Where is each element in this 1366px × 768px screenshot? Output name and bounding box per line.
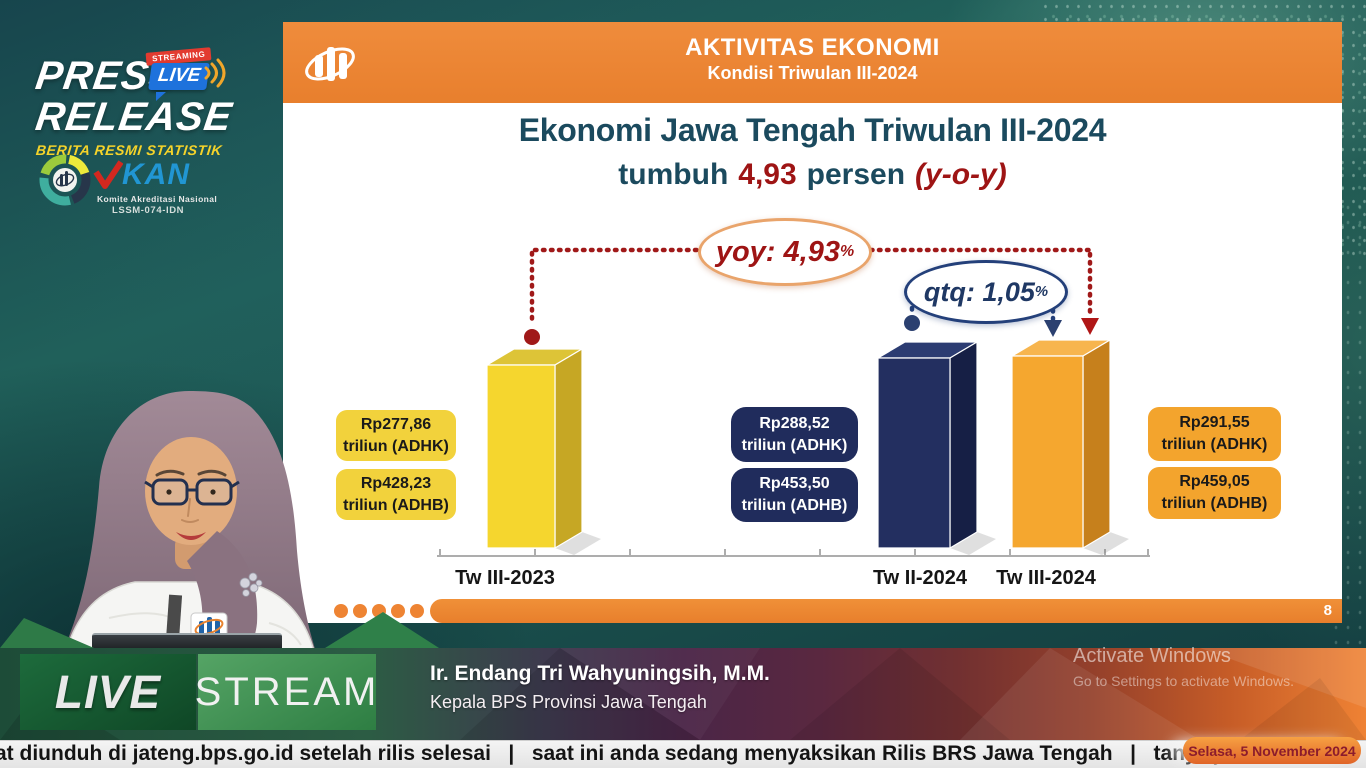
brooch [239, 572, 263, 597]
adhk-value: Rp277,86 [360, 415, 432, 433]
kan-code: LSSM-074-IDN [112, 205, 185, 216]
slide-header-text: AKTIVITAS EKONOMI Kondisi Triwulan III-2… [283, 34, 1342, 84]
release-word: RELEASE [32, 95, 236, 139]
speaker-name: Ir. Endang Tri Wahyuningsih, M.M. [430, 662, 770, 685]
adhb-unit: triliun (ADHB) [1161, 495, 1268, 512]
qtq-start-dot [904, 315, 920, 331]
banner-triangle-accent [0, 618, 94, 648]
windows-activation-watermark-line1: Activate Windows [1073, 645, 1231, 667]
qtq-value: 1,05 [982, 276, 1035, 307]
sound-wave-icon [204, 58, 226, 88]
qtq-label: qtq: [923, 276, 975, 307]
live-tag-tail [156, 92, 166, 101]
live-badge: LIVE [20, 654, 196, 730]
slide-header-title: AKTIVITAS EKONOMI [685, 34, 940, 61]
yoy-label: yoy: [715, 235, 776, 268]
yoy-callout: yoy: 4,93 % [698, 218, 872, 286]
live-badge-text: LIVE [54, 666, 162, 718]
presenter-speaker [61, 391, 317, 655]
yoy-percent-sign: % [839, 243, 855, 260]
value-box-adhb-tw-iii-2023: Rp428,23 triliun (ADHB) [336, 469, 456, 520]
yoy-connector-line [529, 247, 1093, 328]
headline-yoy: (y-o-y) [915, 158, 1007, 191]
value-box-adhk-tw-ii-2024: Rp288,52 triliun (ADHK) [731, 407, 858, 462]
x-axis-label-tw-ii-2024: Tw II-2024 [872, 567, 968, 589]
qtq-percent-sign: % [1034, 284, 1049, 300]
adhb-unit: triliun (ADHB) [741, 497, 848, 514]
yoy-arrowhead [1081, 318, 1099, 335]
bps-logo-icon [305, 47, 355, 81]
adhb-unit: triliun (ADHB) [343, 496, 449, 514]
headline-persen: persen [806, 158, 906, 191]
bar-chart [437, 247, 1150, 557]
headline-growth-value: 4,93 [738, 158, 797, 191]
news-ticker-bar [0, 740, 1366, 768]
slide-page-number: 8 [1323, 602, 1332, 619]
live-tag: LIVE [148, 63, 211, 90]
bar-tw-iii-2024 [1011, 339, 1111, 549]
adhk-unit: triliun (ADHK) [1161, 436, 1268, 453]
slide-header-subtitle: Kondisi Triwulan III-2024 [707, 62, 918, 83]
adhk-value: Rp291,55 [1179, 414, 1250, 432]
bar-tw-ii-2024 [877, 341, 978, 549]
accreditation-ring-logo [39, 154, 91, 206]
adhk-unit: triliun (ADHK) [741, 436, 848, 454]
bar-tw-iii-2023 [486, 348, 583, 549]
value-box-adhk-tw-iii-2024: Rp291,55 triliun (ADHK) [1148, 407, 1281, 461]
date-badge: Selasa, 5 November 2024 [1183, 737, 1361, 764]
slide-header-banner: AKTIVITAS EKONOMI Kondisi Triwulan III-2… [283, 22, 1342, 103]
slide-footer-bar [430, 599, 1342, 623]
stream-badge-text: STREAM [194, 669, 380, 714]
value-box-adhb-tw-ii-2024: Rp453,50 triliun (ADHB) [731, 468, 858, 522]
ticker-text: at diunduh di jateng.bps.go.id setelah r… [0, 742, 1249, 765]
value-box-adhb-tw-iii-2024: Rp459,05 triliun (ADHB) [1148, 467, 1281, 519]
adhk-value: Rp288,52 [759, 414, 830, 432]
adhb-value: Rp428,23 [360, 474, 432, 492]
yoy-start-dot [524, 329, 540, 345]
kan-logo-text: KAN [122, 158, 190, 191]
value-box-adhk-tw-iii-2023: Rp277,86 triliun (ADHK) [336, 410, 456, 461]
adhk-unit: triliun (ADHK) [343, 437, 449, 455]
qtq-callout: qtq: 1,05 % [904, 260, 1068, 324]
x-axis [437, 549, 1150, 557]
lips [176, 532, 206, 540]
kan-check-icon [93, 160, 123, 189]
kan-subtitle: Komite Akreditasi Nasional [97, 194, 218, 204]
adhb-value: Rp459,05 [1179, 473, 1250, 491]
x-axis-label-tw-iii-2023: Tw III-2023 [455, 567, 555, 589]
slide-headline-line2: tumbuh 4,93 persen (y-o-y) [283, 158, 1342, 192]
banner-triangle-accent [325, 612, 439, 648]
stream-badge: STREAM [195, 654, 376, 730]
windows-activation-watermark-line2: Go to Settings to activate Windows. [1073, 673, 1294, 689]
presentation-slide: AKTIVITAS EKONOMI Kondisi Triwulan III-2… [283, 22, 1342, 623]
headline-tumbuh: tumbuh [618, 158, 729, 191]
adhb-value: Rp453,50 [759, 475, 830, 493]
yoy-value: 4,93 [783, 235, 840, 268]
qtq-arrowhead [1044, 320, 1062, 337]
slide-headline-line1: Ekonomi Jawa Tengah Triwulan III-2024 [518, 112, 1107, 148]
x-axis-label-tw-iii-2024: Tw III-2024 [996, 567, 1096, 589]
speaker-title: Kepala BPS Provinsi Jawa Tengah [430, 692, 707, 712]
